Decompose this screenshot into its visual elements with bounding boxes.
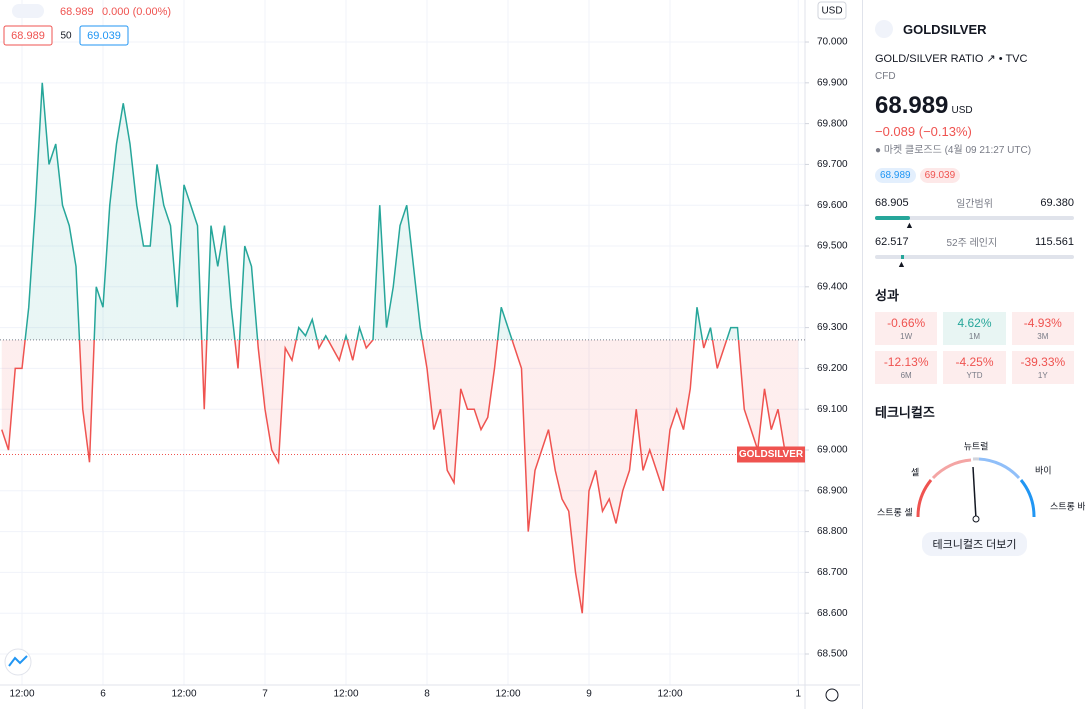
x-tick-label: 12:00 bbox=[333, 689, 358, 700]
performance-cell: -39.33% 1Y bbox=[1011, 351, 1074, 384]
performance-value: -0.66% bbox=[887, 316, 926, 330]
performance-period: 1Y bbox=[1037, 371, 1048, 380]
ask-box bbox=[79, 25, 129, 46]
gauge-strong-sell: 스트롱 셀 bbox=[877, 507, 913, 517]
bid: 68.989 bbox=[875, 168, 916, 183]
sidebar: GOLDSILVER GOLD/SILVER RATIO ↗ • TVC CFD… bbox=[862, 0, 1086, 709]
gauge-buy: 바이 bbox=[1035, 465, 1052, 475]
legend-bid: 68.989 bbox=[11, 30, 45, 42]
x-tick-label: 8 bbox=[424, 689, 430, 700]
y-tick-label: 69.300 bbox=[817, 322, 848, 333]
day-range-bar bbox=[875, 216, 1074, 220]
currency: USD bbox=[821, 6, 842, 17]
performance-title: 성과 bbox=[875, 288, 899, 303]
legend-ask: 69.039 bbox=[87, 30, 121, 42]
source: TVC bbox=[1005, 53, 1028, 65]
y-tick-label: 69.700 bbox=[817, 159, 848, 170]
y-tick-label: 68.900 bbox=[817, 485, 848, 496]
year-high: 115.561 bbox=[1035, 235, 1074, 248]
legend-change: 0.000 (0.00%) bbox=[102, 6, 171, 18]
price-line bbox=[1, 82, 799, 614]
currency-box[interactable] bbox=[817, 1, 847, 20]
status-time: (4월 09 21:27 UTC) bbox=[944, 145, 1032, 156]
y-tick-label: 70.000 bbox=[817, 37, 848, 48]
y-tick-label: 69.400 bbox=[817, 281, 848, 292]
chart: USD 68.989 0.000 (0.00%) 68.989 50 69.03… bbox=[0, 0, 860, 709]
performance-period: 1W bbox=[900, 332, 913, 341]
y-tick-label: 69.800 bbox=[817, 118, 848, 129]
y-tick-label: 68.600 bbox=[817, 608, 848, 619]
y-tick-label: 69.600 bbox=[817, 200, 848, 211]
performance-cell: 4.62% 1M bbox=[943, 312, 1006, 345]
performance-value: -4.93% bbox=[1023, 316, 1062, 330]
performance-period: 6M bbox=[900, 371, 912, 380]
x-tick-label: 1 bbox=[795, 689, 801, 700]
performance-value: -39.33% bbox=[1020, 355, 1066, 369]
gauge: 셀 뉴트럴 바이 스트롱 셀 스트롱 바이 bbox=[877, 441, 1086, 523]
series-label-box bbox=[737, 446, 805, 463]
change: −0.089 (−0.13%) bbox=[875, 124, 972, 139]
y-tick-label: 69.500 bbox=[817, 241, 848, 252]
performance-value: 4.62% bbox=[957, 316, 992, 330]
gauge-strong-buy: 스트롱 바이 bbox=[1050, 501, 1085, 511]
series-label: GOLDSILVER bbox=[739, 449, 804, 460]
gauge-sell: 셀 bbox=[911, 467, 919, 477]
year-range-bar bbox=[875, 255, 1074, 259]
y-tick-label: 69.900 bbox=[817, 77, 848, 88]
x-tick-label: 6 bbox=[100, 689, 106, 700]
performance-cell: -12.13% 6M bbox=[875, 351, 938, 384]
performance-period: 1M bbox=[968, 332, 981, 341]
more-button[interactable]: 테크니컬즈 더보기 bbox=[922, 532, 1027, 556]
price-currency: USD bbox=[951, 105, 973, 116]
description[interactable]: GOLD/SILVER RATIO bbox=[875, 53, 984, 65]
settings[interactable] bbox=[825, 688, 839, 702]
performance-period: 3M bbox=[1037, 332, 1049, 341]
x-tick-label: 12:00 bbox=[171, 689, 196, 700]
kind: CFD bbox=[875, 71, 896, 82]
y-tick-label: 69.100 bbox=[817, 404, 848, 415]
x-tick-label: 12:00 bbox=[9, 689, 34, 700]
x-tick-label: 7 bbox=[262, 689, 268, 700]
baseline-area bbox=[1, 82, 799, 614]
performance-period: YTD bbox=[966, 371, 983, 380]
legend-toggle[interactable] bbox=[12, 4, 44, 18]
ask: 69.039 bbox=[919, 168, 961, 183]
symbol-icon bbox=[875, 20, 893, 38]
x-tick-label: 12:00 bbox=[657, 689, 682, 700]
x-tick-label: 9 bbox=[586, 689, 592, 700]
performance-cell: -4.93% 3M bbox=[1011, 312, 1074, 345]
performance-value: -4.25% bbox=[955, 355, 994, 369]
y-tick-label: 69.200 bbox=[817, 363, 848, 374]
gauge-neutral: 뉴트럴 bbox=[964, 441, 989, 451]
x-tick-label: 12:00 bbox=[495, 689, 520, 700]
bid-box bbox=[3, 25, 53, 46]
price: 68.989 bbox=[875, 92, 949, 119]
technicals-title: 테크니컬즈 bbox=[875, 405, 935, 420]
logo-mark bbox=[8, 655, 28, 667]
year-label: 52주 레인지 bbox=[946, 238, 998, 249]
legend-size: 50 bbox=[60, 31, 72, 42]
y-tick-label: 68.700 bbox=[817, 567, 848, 578]
y-tick-label: 68.500 bbox=[817, 649, 848, 660]
performance-value: -12.13% bbox=[883, 355, 929, 369]
day-low: 68.905 bbox=[875, 196, 909, 209]
y-tick-label: 69.000 bbox=[817, 445, 848, 456]
symbol: GOLDSILVER bbox=[903, 21, 987, 37]
status: 마켓 클로즈드 bbox=[883, 145, 942, 156]
legend-last: 68.989 bbox=[60, 6, 94, 18]
day-label: 일간범위 bbox=[956, 199, 993, 210]
year-low: 62.517 bbox=[875, 235, 909, 248]
day-high: 69.380 bbox=[1040, 196, 1074, 209]
performance-cell: -4.25% YTD bbox=[943, 351, 1006, 384]
y-tick-label: 68.800 bbox=[817, 526, 848, 537]
performance: -0.66% 1W 4.62% 1M -4.93% 3M -12.13% 6M -4.25% YT… bbox=[875, 312, 1074, 384]
performance-cell: -0.66% 1W bbox=[875, 312, 938, 345]
